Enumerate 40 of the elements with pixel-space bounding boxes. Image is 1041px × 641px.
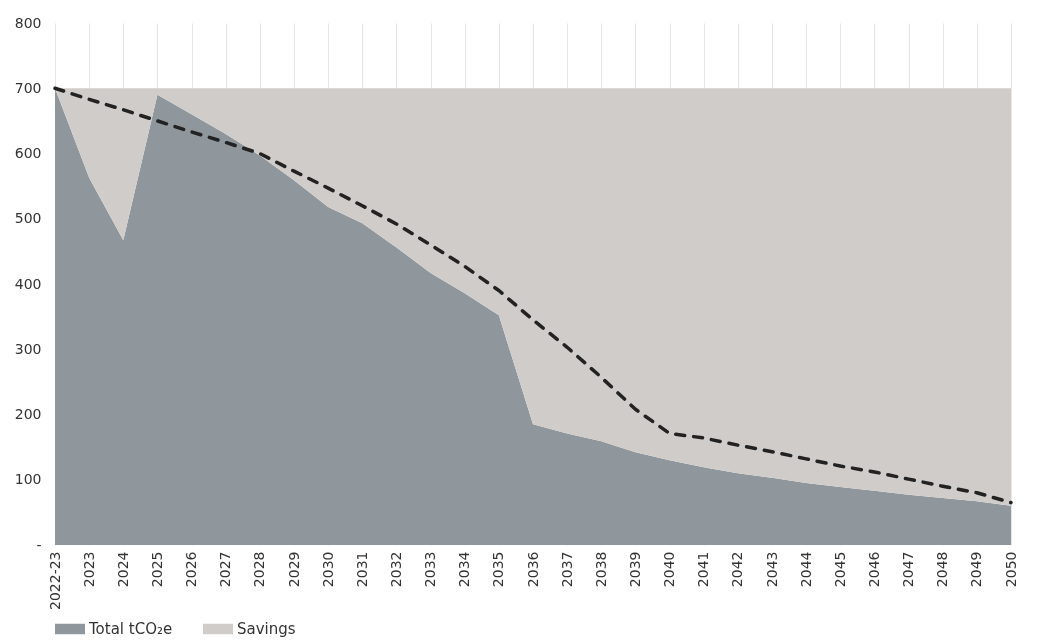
x-tick-label: 2023 xyxy=(80,551,97,588)
x-tick-label: 2048 xyxy=(934,551,951,588)
x-tick-label: 2030 xyxy=(319,551,336,588)
x-tick-label: 2024 xyxy=(114,551,131,588)
x-tick-label: 2028 xyxy=(251,551,268,588)
x-tick-label: 2040 xyxy=(661,551,678,588)
x-tick-label: 2032 xyxy=(387,551,404,588)
x-tick-label: 2041 xyxy=(695,551,712,588)
x-tick-label: 2035 xyxy=(490,551,507,588)
x-tick-label: 2042 xyxy=(729,551,746,588)
x-tick-label: 2044 xyxy=(797,551,814,588)
x-tick-label: 2033 xyxy=(422,551,439,588)
y-tick-label: 100 xyxy=(14,471,42,488)
x-tick-label: 2031 xyxy=(353,551,370,588)
x-tick-label: 2046 xyxy=(865,551,882,588)
x-tick-label: 2029 xyxy=(285,551,302,588)
y-tick-label: 500 xyxy=(14,210,42,227)
y-tick-label: 700 xyxy=(14,79,42,96)
legend-label: Total tCO₂e xyxy=(88,620,173,638)
x-tick-label: 2050 xyxy=(1002,551,1019,588)
x-tick-label: 2038 xyxy=(592,551,609,588)
legend-label: Savings xyxy=(237,620,296,638)
y-tick-label: 300 xyxy=(14,340,42,357)
y-tick-label: - xyxy=(36,536,42,553)
x-tick-label: 2022-23 xyxy=(46,551,63,610)
y-tick-label: 600 xyxy=(14,145,42,161)
x-tick-label: 2045 xyxy=(831,551,848,588)
x-tick-label: 2034 xyxy=(456,551,473,588)
x-tick-label: 2036 xyxy=(524,551,541,588)
y-tick-label: 400 xyxy=(14,275,42,292)
y-tick-label: 800 xyxy=(14,14,42,31)
x-tick-label: 2039 xyxy=(626,551,643,588)
x-tick-label: 2049 xyxy=(968,551,985,588)
y-tick-label: 200 xyxy=(14,406,42,422)
x-tick-label: 2037 xyxy=(558,551,575,588)
x-tick-label: 2043 xyxy=(763,551,780,588)
x-tick-label: 2047 xyxy=(900,551,917,588)
x-tick-label: 2026 xyxy=(183,551,200,588)
x-tick-label: 2027 xyxy=(217,551,234,588)
x-tick-label: 2025 xyxy=(148,551,165,588)
